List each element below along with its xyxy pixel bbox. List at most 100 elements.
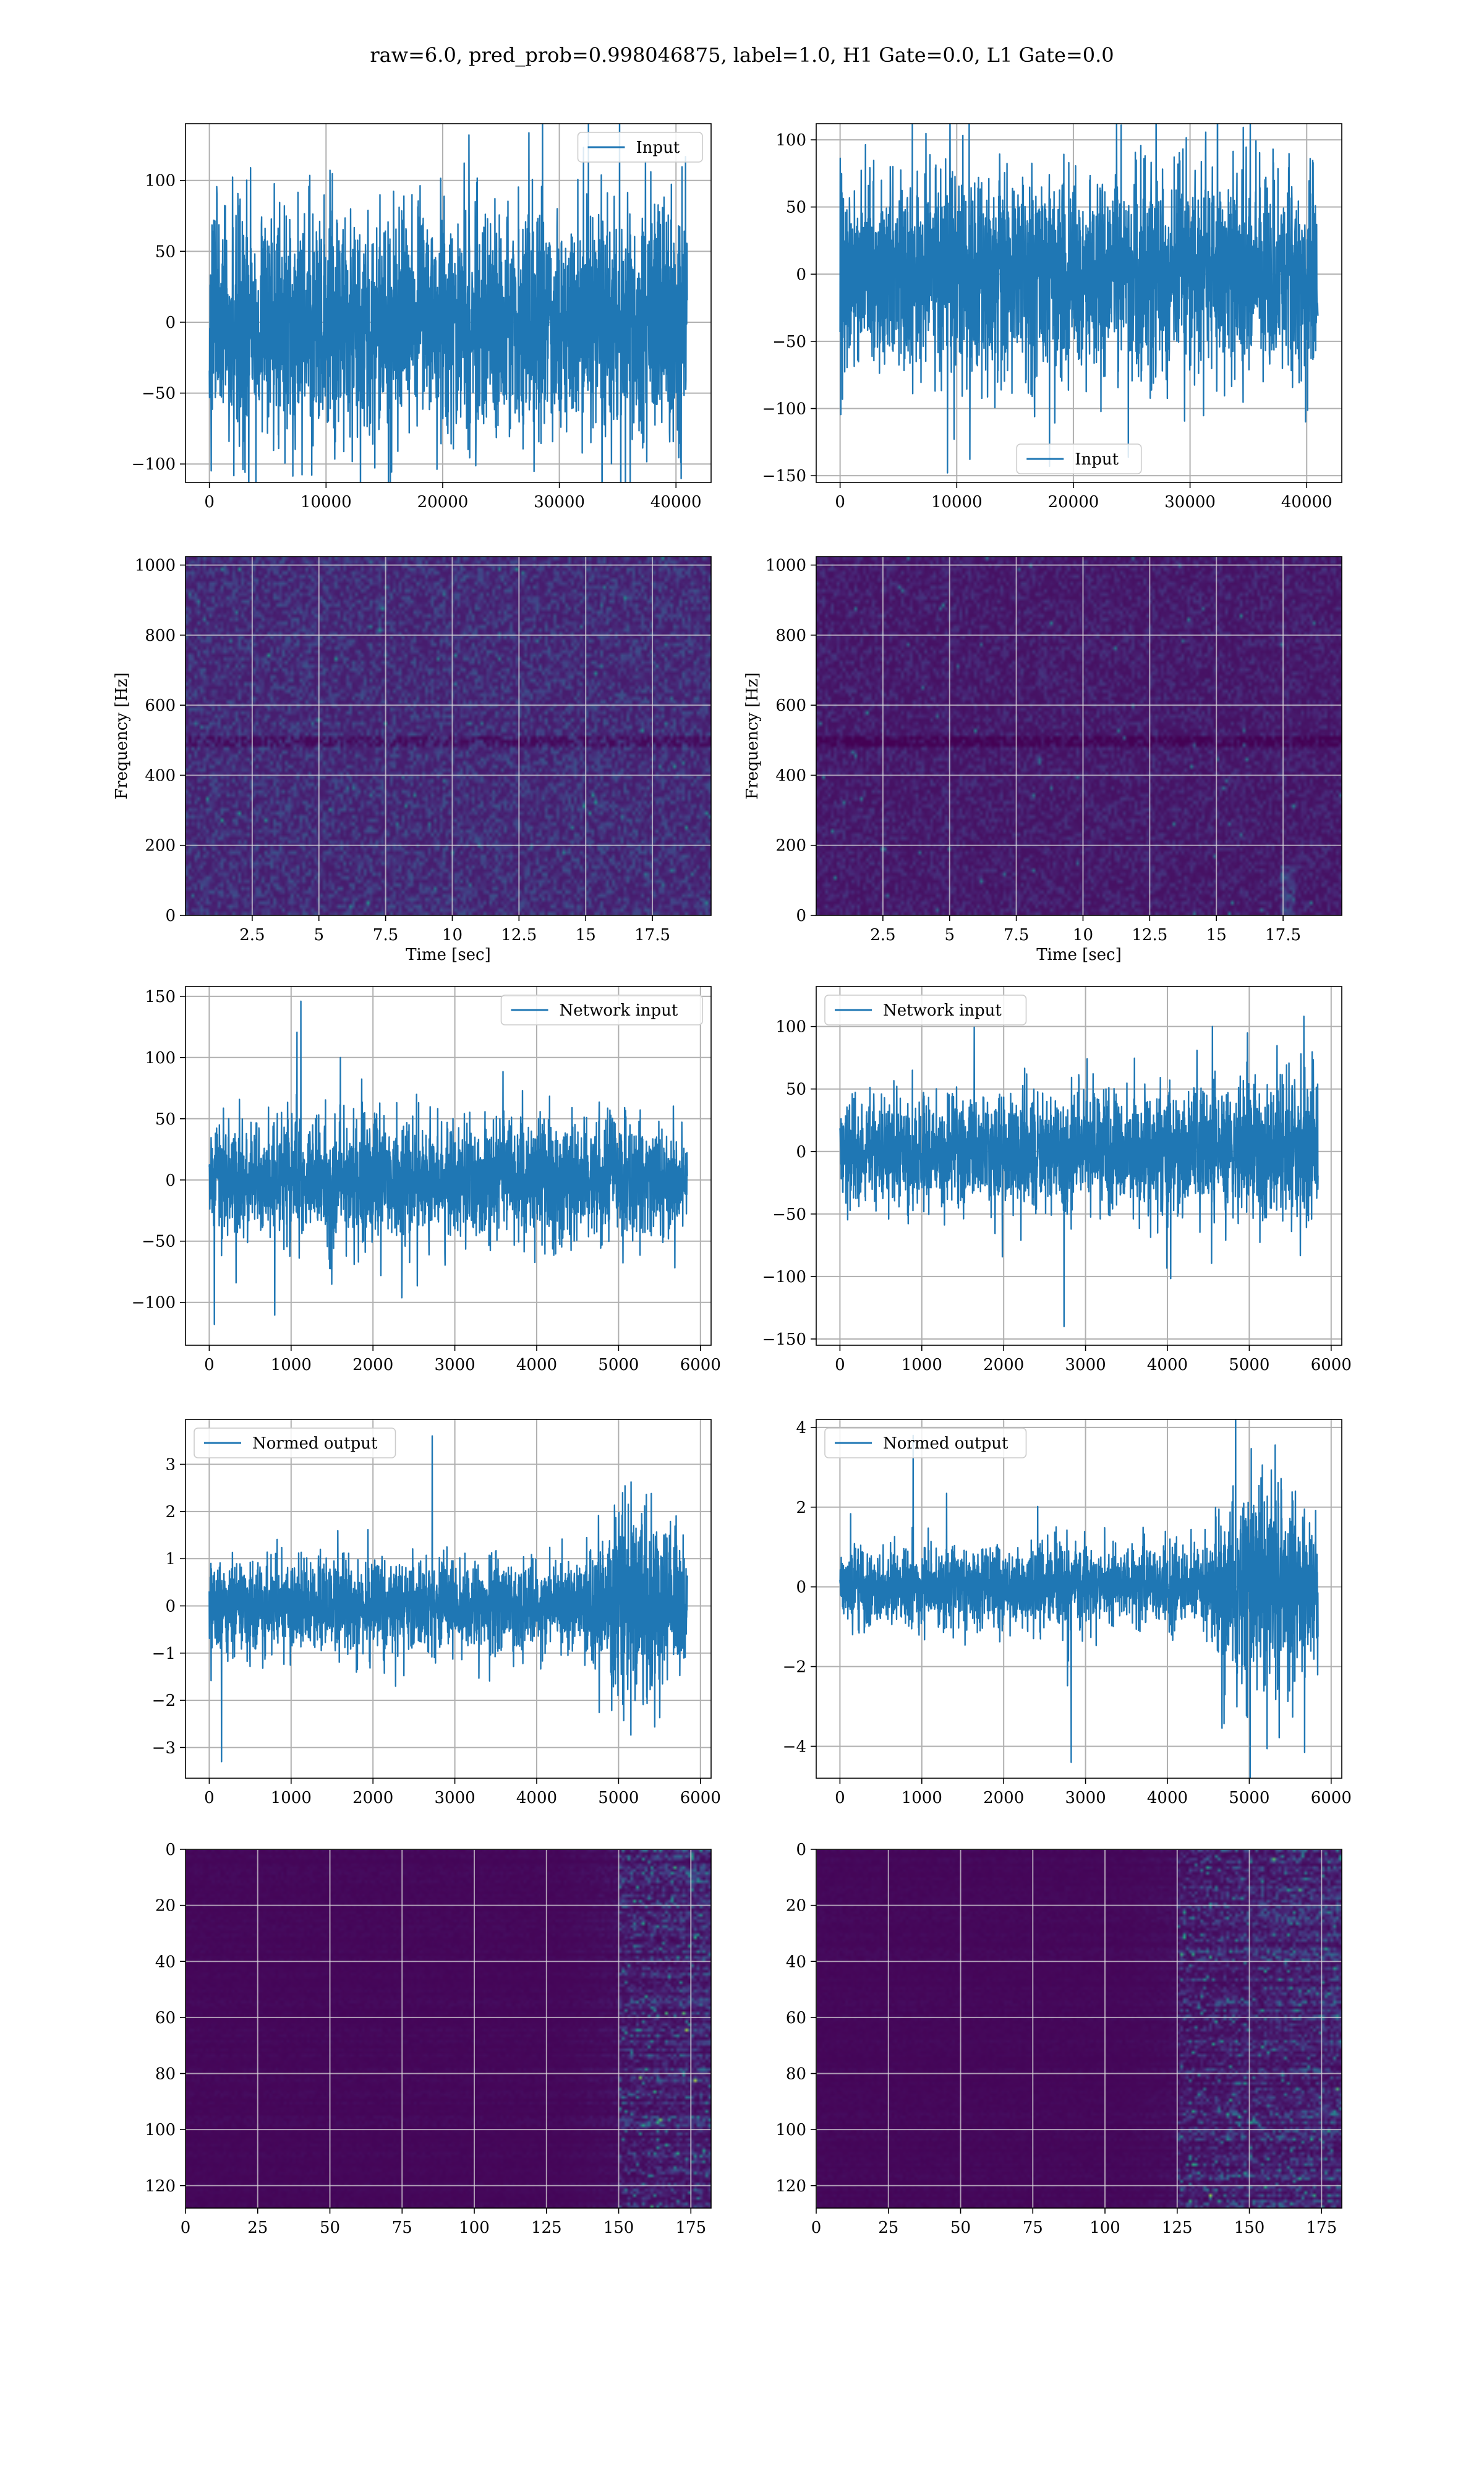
legend: Normed output — [824, 1427, 1027, 1458]
series-line — [839, 124, 1319, 474]
x-tick-label: 2.5 — [870, 926, 895, 944]
y-tick-label: −2 — [152, 1692, 176, 1710]
x-tick-label: 125 — [531, 2219, 562, 2237]
axes-frame — [816, 1849, 1342, 2209]
y-tick-label: 2 — [796, 1499, 806, 1517]
x-tick-label: 150 — [603, 2219, 634, 2237]
figure-title: raw=6.0, pred_prob=0.998046875, label=1.… — [370, 43, 1114, 67]
y-tick-label: 50 — [786, 1081, 806, 1099]
chart-activation-map-h1: 0 25 50 75 100 125 150 175 0 20 40 60 80 100 120 — [145, 1841, 712, 2237]
y-axis-label: Frequency [Hz] — [113, 672, 131, 800]
x-tick-label: 5 — [313, 926, 324, 944]
x-tick-label: 75 — [1023, 2219, 1043, 2237]
y-tick-label: −100 — [762, 400, 806, 419]
y-tick-label: 80 — [786, 2065, 806, 2084]
chart-network-input-l1: 0 1000 2000 3000 4000 5000 6000 −150 −100 −50 0 50 1… — [762, 986, 1352, 1374]
x-tick-label: 4000 — [1147, 1356, 1188, 1374]
x-tick-label: 3000 — [1065, 1356, 1106, 1374]
x-tick-label: 10000 — [931, 493, 983, 511]
x-tick-label: 1000 — [902, 1356, 942, 1374]
y-tick-label: −1 — [152, 1645, 176, 1663]
axes-frame — [816, 986, 1342, 1346]
y-tick-label: 100 — [145, 1049, 176, 1068]
axes-frame — [185, 1419, 712, 1779]
chart-network-input-h1: 0 1000 2000 3000 4000 5000 6000 −100 −50 0 50 100 15… — [132, 986, 721, 1374]
x-tick-label: 125 — [1162, 2219, 1193, 2237]
ticks: 2.5 5 7.5 10 12.5 15 17.5 0 200 400 600 800 1000 — [135, 557, 670, 944]
legend: Network input — [824, 995, 1027, 1025]
y-tick-label: −150 — [762, 1330, 806, 1349]
x-tick-label: 10 — [442, 926, 463, 944]
y-tick-label: 120 — [145, 2177, 176, 2196]
series-line — [208, 1000, 688, 1325]
x-tick-label: 40000 — [650, 493, 702, 511]
x-tick-label: 20000 — [1048, 493, 1099, 511]
axes-frame — [185, 1849, 712, 2209]
x-tick-label: 6000 — [1311, 1356, 1352, 1374]
x-tick-label: 1000 — [271, 1356, 312, 1374]
x-tick-label: 2.5 — [239, 926, 265, 944]
y-tick-label: −50 — [142, 1233, 176, 1251]
y-tick-label: 20 — [786, 1897, 806, 1915]
heatmap-image — [186, 1849, 711, 2208]
y-tick-label: −100 — [132, 1294, 176, 1312]
ticks: 0 1000 2000 3000 4000 5000 6000 −100 −50 0 50 100 15… — [132, 988, 721, 1374]
ticks: 2.5 5 7.5 10 12.5 15 17.5 0 200 400 600 800 1000 — [765, 557, 1301, 944]
x-tick-label: 0 — [835, 1789, 845, 1807]
x-tick-label: 3000 — [435, 1356, 475, 1374]
x-tick-label: 1000 — [902, 1789, 942, 1807]
x-tick-label: 12.5 — [1132, 926, 1167, 944]
y-tick-label: 60 — [155, 2009, 176, 2027]
y-tick-label: 800 — [775, 627, 806, 645]
chart-normed-output-l1: 0 1000 2000 3000 4000 5000 6000 −4 −2 0 2 4 Normed o… — [783, 1419, 1352, 1807]
y-tick-label: 50 — [155, 242, 176, 261]
y-tick-label: 0 — [796, 907, 806, 925]
ticks: 0 1000 2000 3000 4000 5000 6000 −150 −100 −50 0 50 1… — [762, 1018, 1352, 1374]
y-tick-label: 400 — [775, 766, 806, 785]
x-axis-label: Time [sec] — [1036, 946, 1122, 964]
x-tick-label: 25 — [878, 2219, 898, 2237]
y-tick-label: 1000 — [765, 557, 806, 575]
x-tick-label: 1000 — [271, 1789, 312, 1807]
plot-area — [816, 1419, 1342, 1778]
x-tick-label: 25 — [247, 2219, 268, 2237]
x-tick-label: 50 — [320, 2219, 340, 2237]
y-tick-label: 1 — [165, 1550, 176, 1569]
legend-label: Input — [1075, 450, 1119, 469]
series-line — [208, 124, 688, 482]
grid — [186, 557, 711, 915]
y-tick-label: 2 — [165, 1503, 176, 1522]
axes-frame — [185, 556, 712, 916]
x-tick-label: 2000 — [983, 1356, 1024, 1374]
y-tick-label: 100 — [775, 131, 806, 150]
y-tick-label: 150 — [145, 988, 176, 1006]
series-line — [839, 1016, 1319, 1327]
legend: Input — [1016, 443, 1142, 474]
plot-area — [186, 1419, 711, 1778]
y-tick-label: −50 — [772, 1205, 806, 1224]
x-tick-label: 0 — [835, 1356, 845, 1374]
legend-box — [824, 1427, 1027, 1458]
y-tick-label: 600 — [775, 696, 806, 715]
grid — [816, 987, 1342, 1345]
x-tick-label: 7.5 — [373, 926, 398, 944]
chart-input-l1: 0 10000 20000 30000 40000 −150 −100 −50 0 50 100 In… — [762, 123, 1342, 511]
x-tick-label: 4000 — [516, 1356, 557, 1374]
y-tick-label: 600 — [145, 696, 176, 715]
y-tick-label: 50 — [155, 1110, 176, 1129]
x-tick-label: 20000 — [417, 493, 469, 511]
chart-input-h1: 0 10000 20000 30000 40000 −100 −50 0 50 100 Input — [132, 123, 712, 511]
plot-area — [186, 1849, 711, 2208]
legend-box — [500, 995, 703, 1025]
ticks: 0 25 50 75 100 125 150 175 0 20 40 60 80 100 120 — [775, 1841, 1337, 2237]
x-tick-label: 5000 — [1229, 1356, 1269, 1374]
heatmap-image — [186, 557, 711, 915]
x-tick-label: 15 — [1206, 926, 1227, 944]
ticks: 0 25 50 75 100 125 150 175 0 20 40 60 80 100 120 — [145, 1841, 706, 2237]
series-line — [208, 1435, 688, 1763]
x-tick-label: 5000 — [1229, 1789, 1269, 1807]
x-tick-label: 175 — [675, 2219, 706, 2237]
y-tick-label: 0 — [796, 265, 806, 284]
x-tick-label: 17.5 — [1265, 926, 1301, 944]
